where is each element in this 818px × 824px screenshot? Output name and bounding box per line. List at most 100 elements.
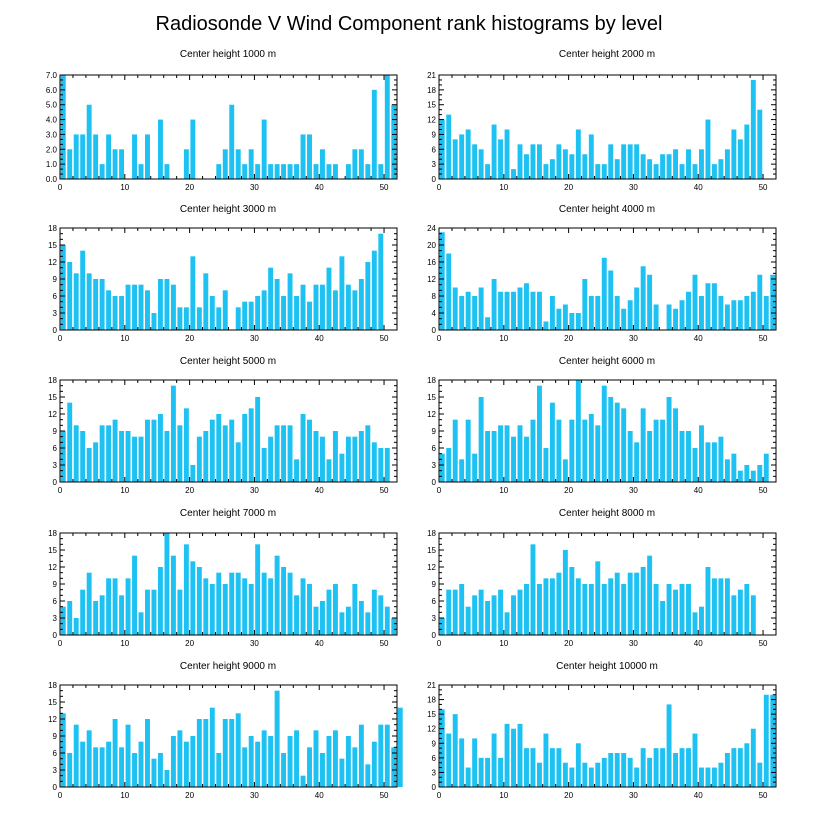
- bar: [660, 601, 666, 635]
- bar: [524, 154, 529, 179]
- bar: [371, 741, 377, 787]
- bar: [73, 724, 79, 787]
- bar: [711, 283, 717, 330]
- bar: [744, 584, 750, 635]
- bar: [261, 119, 267, 179]
- y-tick-label: 12: [427, 275, 436, 284]
- bar: [614, 296, 620, 330]
- bar: [242, 414, 248, 482]
- bar: [737, 470, 743, 482]
- y-tick-label: 4.0: [46, 116, 58, 125]
- bar: [384, 724, 390, 787]
- x-tick-label: 10: [499, 486, 508, 495]
- bar: [332, 164, 338, 179]
- bar: [177, 307, 183, 330]
- bar: [724, 753, 730, 787]
- bar: [151, 419, 157, 482]
- bar: [307, 301, 312, 330]
- y-tick-label: 6.0: [46, 86, 58, 95]
- bar: [106, 578, 112, 635]
- bar: [378, 595, 384, 635]
- bar: [750, 728, 756, 787]
- x-tick-label: 20: [564, 791, 573, 800]
- bar: [216, 307, 222, 330]
- bar: [536, 291, 542, 330]
- bar: [60, 713, 66, 787]
- x-tick-label: 20: [185, 486, 194, 495]
- bar: [439, 453, 445, 482]
- bar: [391, 104, 397, 179]
- bar: [634, 442, 640, 482]
- bar: [718, 436, 724, 482]
- y-tick-label: 6: [53, 749, 58, 758]
- bar: [498, 139, 504, 179]
- bar: [763, 453, 769, 482]
- bar: [699, 767, 704, 787]
- bar: [73, 425, 79, 482]
- x-tick-label: 10: [120, 334, 129, 343]
- bar: [666, 584, 672, 635]
- bar: [332, 290, 338, 330]
- x-tick-label: 30: [250, 486, 259, 495]
- bar: [313, 284, 319, 330]
- bar: [744, 296, 750, 330]
- bar: [73, 273, 79, 330]
- bar: [737, 139, 743, 179]
- bar: [711, 164, 717, 179]
- y-tick-label: 15: [48, 241, 57, 250]
- panel-6000m: Center height 6000 m 0 10 20 30 40 50 0 3 6 9 12 15…: [427, 356, 777, 495]
- bar: [666, 704, 672, 787]
- bar: [138, 164, 144, 179]
- bar: [731, 129, 737, 179]
- panel-title: Center height 6000 m: [559, 356, 655, 367]
- bar: [485, 601, 491, 635]
- bar: [569, 154, 575, 179]
- x-tick-label: 50: [759, 334, 768, 343]
- bar: [536, 584, 542, 635]
- bar: [750, 595, 756, 635]
- bar: [653, 419, 659, 482]
- y-tick-label: 18: [48, 529, 57, 538]
- bar: [170, 555, 176, 635]
- y-tick-label: 12: [48, 563, 57, 572]
- bar: [216, 572, 222, 635]
- bar: [332, 730, 338, 787]
- x-tick-label: 20: [564, 639, 573, 648]
- y-tick-label: 18: [48, 224, 57, 233]
- bar: [498, 757, 504, 787]
- bar: [80, 741, 86, 787]
- bar: [601, 257, 607, 330]
- bar: [183, 149, 189, 179]
- bar: [757, 762, 763, 787]
- bar: [196, 307, 202, 330]
- bar: [132, 753, 137, 787]
- x-tick-label: 10: [499, 639, 508, 648]
- bar: [326, 267, 332, 330]
- y-tick-label: 15: [427, 546, 436, 555]
- bar: [498, 589, 504, 635]
- bar: [744, 465, 750, 482]
- bar: [164, 431, 170, 482]
- bar: [686, 431, 691, 482]
- bar: [472, 595, 478, 635]
- bar: [67, 149, 73, 179]
- bar: [588, 134, 594, 179]
- y-tick-label: 0: [432, 478, 437, 487]
- bar: [640, 567, 646, 635]
- x-tick-label: 10: [499, 791, 508, 800]
- bar: [653, 304, 659, 330]
- bar: [281, 425, 287, 482]
- bar: [248, 149, 254, 179]
- bar: [190, 465, 196, 482]
- bar: [711, 442, 717, 482]
- bar: [517, 425, 523, 482]
- bar: [294, 595, 300, 635]
- bar: [345, 436, 351, 482]
- y-tick-label: 18: [427, 376, 436, 385]
- y-tick-label: 9: [53, 275, 58, 284]
- y-tick-label: 6: [53, 597, 58, 606]
- bar: [459, 584, 465, 635]
- x-tick-label: 0: [58, 183, 63, 192]
- bar: [770, 694, 776, 787]
